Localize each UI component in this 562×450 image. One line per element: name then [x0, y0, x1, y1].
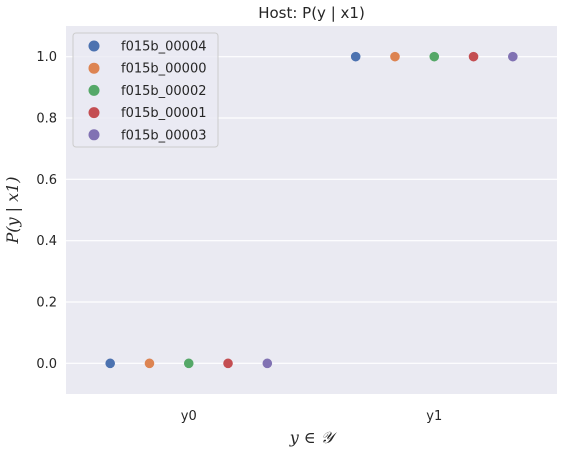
data-points — [105, 51, 518, 369]
legend-entry: f015b_00001 — [121, 106, 207, 121]
y-tick-label: 0.8 — [36, 112, 57, 127]
legend-box — [72, 32, 219, 148]
data-point — [223, 358, 233, 369]
x-axis-ticks: y0 y1 — [181, 409, 442, 424]
data-point — [350, 51, 361, 62]
legend-marker — [88, 107, 100, 119]
y-tick-label: 0.6 — [36, 173, 57, 188]
y-tick-label: 0.0 — [36, 357, 57, 372]
y-axis-ticks: 0.0 0.2 0.4 0.6 0.8 1.0 — [36, 50, 57, 372]
data-point — [183, 358, 194, 369]
data-point — [390, 51, 400, 62]
chart-title: Host: P(y | x1) — [258, 4, 365, 22]
x-tick-label: y1 — [426, 409, 442, 424]
y-axis-label: P(y | x1) — [3, 176, 22, 244]
y-tick-label: 1.0 — [36, 50, 57, 65]
legend-entry: f015b_00002 — [121, 84, 207, 99]
x-axis-label: y ∈ 𝒴 — [289, 428, 338, 447]
legend-marker — [88, 62, 100, 74]
legend-entry: f015b_00000 — [121, 62, 207, 77]
data-point — [105, 358, 115, 369]
data-point — [508, 51, 518, 62]
legend-entry: f015b_00004 — [121, 40, 207, 55]
data-point — [262, 358, 273, 369]
data-point — [429, 51, 440, 62]
legend-entry: f015b_00003 — [121, 128, 207, 143]
legend-marker — [88, 84, 100, 96]
legend-marker — [88, 40, 100, 52]
legend-marker — [88, 129, 100, 141]
data-point — [468, 51, 479, 62]
x-tick-label: y0 — [181, 409, 197, 424]
y-tick-label: 0.4 — [36, 234, 57, 249]
data-point — [144, 358, 155, 369]
legend: f015b_00004 f015b_00000 f015b_00002 f015b_0… — [72, 32, 219, 148]
y-tick-label: 0.2 — [36, 296, 57, 311]
